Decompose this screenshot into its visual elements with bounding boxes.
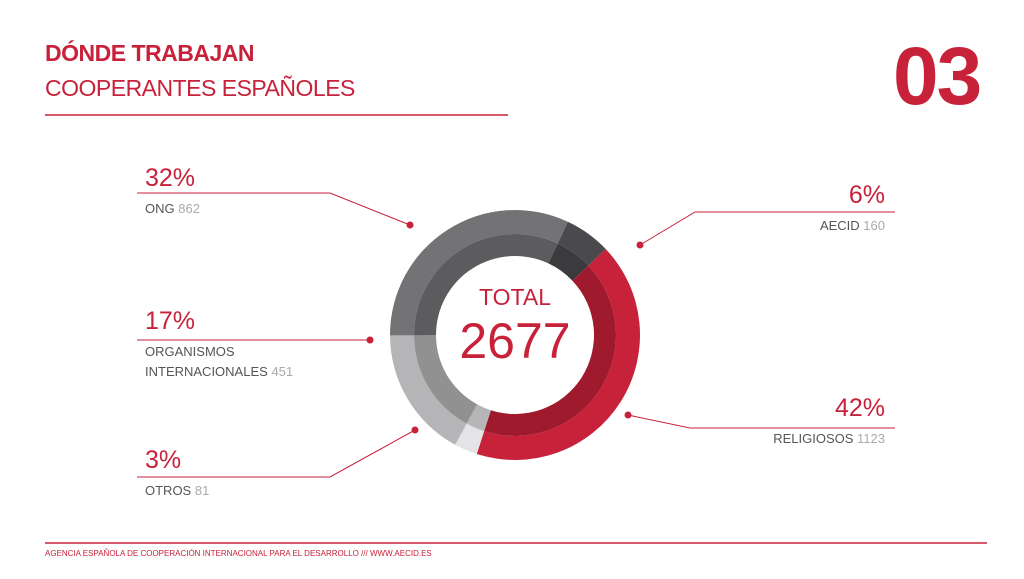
value-label: 32% (145, 164, 196, 192)
category-label: OTROS 81 (145, 481, 315, 501)
pie-slice-inner (413, 233, 558, 336)
leader-dot (406, 221, 414, 229)
value-label: 3% (145, 446, 182, 474)
pie-slice-inner (484, 265, 616, 437)
slice-label: 17% ORGANISMOS INTERNACIONALES 451 (145, 307, 315, 382)
subtitle: COOPERANTES ESPAÑOLES (45, 75, 355, 101)
category-count: 451 (271, 364, 294, 379)
category-label: ONG 862 (145, 199, 315, 219)
category-count: 862 (178, 201, 200, 216)
category-count: 160 (863, 218, 885, 233)
pie-slice-inner (548, 243, 589, 281)
value-label: 6% (848, 181, 885, 209)
pie-slice (557, 221, 606, 266)
category-name: RELIGIOSOS (773, 431, 854, 446)
category-label: ORGANISMOS INTERNACIONALES 451 (145, 342, 315, 382)
leader-dot (411, 426, 419, 434)
footer: AGENCIA ESPAÑOLA DE COOPERACIÓN INTERNAC… (45, 549, 432, 558)
pie-slice (390, 335, 467, 445)
category-name: ORGANISMOS INTERNACIONALES (145, 344, 268, 379)
pie-slice (476, 249, 640, 460)
value-label: 17% (145, 307, 196, 335)
leader-dot (366, 336, 374, 344)
category-name: OTROS (145, 483, 192, 498)
total: 2677 (459, 313, 571, 369)
pie-slice-inner (466, 404, 491, 432)
category-count: 81 (194, 483, 210, 498)
value-label: 42% (834, 394, 885, 422)
page-number: 03 (893, 31, 982, 122)
leader-dot (624, 411, 632, 419)
pie-slice (455, 423, 485, 455)
category-name: AECID (819, 218, 860, 233)
leader-line (639, 211, 895, 246)
category-count: 1123 (857, 431, 885, 446)
slice-label: 6% AECID 160 (715, 181, 885, 236)
category-label: RELIGIOSOS 1123 (715, 429, 885, 449)
leader-dot (636, 241, 644, 249)
category-label: AECID 160 (715, 216, 885, 236)
slice-label: 42% RELIGIOSOS 1123 (715, 394, 885, 449)
center-label: TOTAL (479, 284, 551, 310)
pie-slice-inner (414, 335, 478, 424)
slice-label: 32% ONG 862 (145, 164, 315, 219)
leader-line (137, 429, 416, 478)
slice-label: 3% OTROS 81 (145, 446, 315, 501)
pie-slice (390, 210, 568, 336)
category-name: ONG (145, 201, 175, 216)
title: DÓNDE TRABAJAN (45, 40, 254, 66)
leader-line (627, 414, 895, 429)
leader-line (137, 192, 411, 226)
